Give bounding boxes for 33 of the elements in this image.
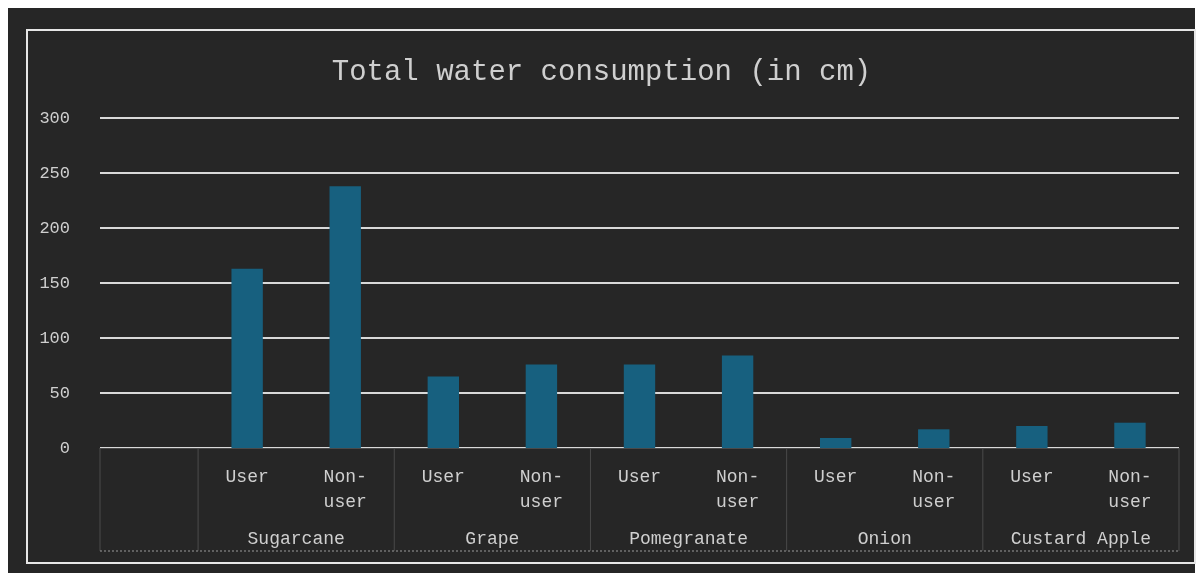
x-tick-label: Non-user (323, 466, 367, 512)
x-tick-label: User (225, 466, 269, 487)
chart-title: Total water consumption (in cm) (331, 56, 872, 89)
y-tick-label: 300 (39, 108, 70, 128)
bar (427, 376, 460, 448)
y-tick-label: 250 (39, 163, 70, 183)
bar (1016, 426, 1048, 448)
x-tick-label: User (1010, 466, 1054, 487)
text: Sugarcane (247, 529, 345, 549)
x-tick-label: User (814, 466, 858, 487)
x-tick-label: Non-user (1108, 466, 1152, 512)
text: Custard Apple (1010, 529, 1152, 549)
x-tick-label: User (617, 466, 662, 487)
text: Onion (857, 529, 912, 549)
x-tick-label: Non-user (912, 466, 956, 512)
bar (918, 429, 950, 448)
x-tick-label: User (421, 466, 465, 487)
text: Pomegranate (629, 529, 748, 549)
bar (819, 438, 852, 448)
y-tick-label: 0 (59, 438, 70, 458)
y-tick-label: 150 (39, 273, 70, 293)
bar (525, 364, 558, 448)
bar (329, 186, 361, 448)
text: Grape (465, 529, 520, 549)
y-tick-label: 50 (49, 383, 70, 403)
bar (231, 268, 263, 448)
bar (721, 355, 754, 448)
bar (1114, 422, 1146, 448)
x-tick-label: Non-user (519, 466, 564, 512)
x-tick-label: Non-user (715, 466, 760, 512)
y-tick-label: 200 (39, 218, 70, 238)
y-tick-label: 100 (39, 328, 70, 348)
bar (623, 364, 656, 448)
